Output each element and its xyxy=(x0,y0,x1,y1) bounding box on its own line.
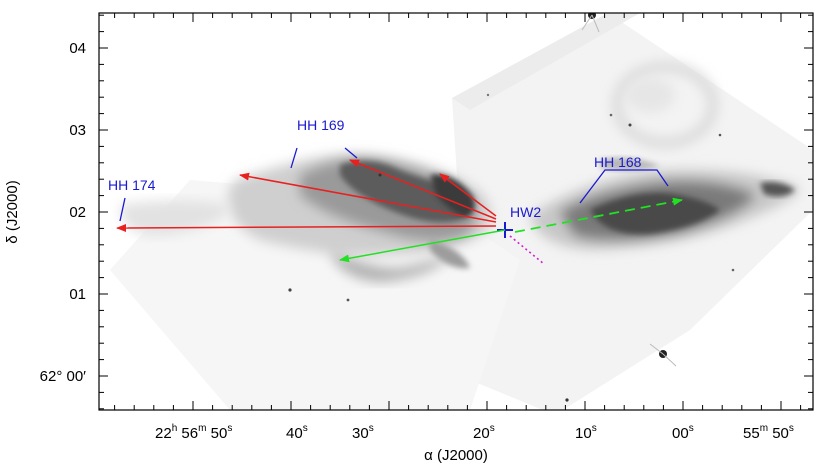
image-area xyxy=(99,13,813,410)
field-stars xyxy=(288,13,735,402)
dotted-outflow-axis xyxy=(509,235,545,265)
y-axis-title: δ (J2000) xyxy=(4,180,21,243)
label-leaders xyxy=(119,147,669,222)
y-tick-label-1: 03 xyxy=(69,122,86,139)
x-tick-label-4: 10s xyxy=(575,423,597,442)
y-tick-label-0: 04 xyxy=(69,40,86,57)
x-tick-label-2: 30s xyxy=(352,423,374,442)
red-arrow-hh169 xyxy=(349,159,497,220)
right-nebula xyxy=(530,157,800,250)
green-arrows xyxy=(339,197,683,263)
left-nebula xyxy=(120,154,492,282)
y-tick-label-2: 02 xyxy=(69,204,86,221)
red-arrow-north xyxy=(439,173,497,217)
green-arrow-hh168 xyxy=(514,197,683,233)
x-tick-label-3: 20s xyxy=(473,423,495,442)
green-arrow-southwest xyxy=(339,229,506,263)
x-tick-label-6: 55m 50s xyxy=(743,423,794,442)
y-tick-label-3: 01 xyxy=(69,286,86,303)
x-axis-title: α (J2000) xyxy=(424,447,488,464)
axis-ticks xyxy=(99,13,813,410)
label-hh174: HH 174 xyxy=(108,177,156,193)
red-arrow-hh174 xyxy=(116,223,497,232)
y-tick-labels: 04 03 02 01 62° 00′ xyxy=(40,40,87,385)
x-tick-label-1: 40s xyxy=(286,423,308,442)
label-hw2: HW2 xyxy=(510,204,541,220)
red-arrow-west xyxy=(239,172,497,223)
y-tick-label-4: 62° 00′ xyxy=(40,368,87,385)
x-tick-label-5: 00s xyxy=(672,423,694,442)
x-tick-labels: 22h 56m 50s 40s 30s 20s 10s 00s 55m 50s xyxy=(155,423,794,442)
label-hh169: HH 169 xyxy=(297,117,345,133)
red-arrows xyxy=(116,159,497,232)
x-tick-label-0: 22h 56m 50s xyxy=(155,423,232,442)
label-hh168: HH 168 xyxy=(594,154,642,170)
